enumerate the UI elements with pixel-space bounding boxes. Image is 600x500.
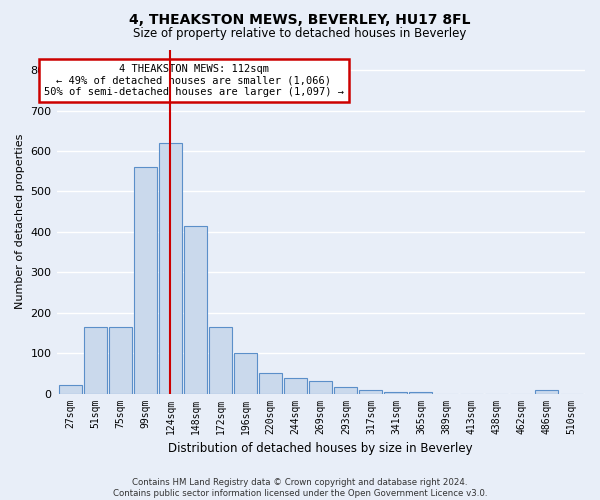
Bar [209, 327, 232, 394]
Bar [109, 327, 132, 394]
Bar [385, 392, 407, 394]
Bar [359, 390, 382, 394]
Bar [134, 167, 157, 394]
Bar [84, 327, 107, 394]
Bar [334, 388, 358, 394]
Bar [259, 374, 282, 394]
Bar [309, 382, 332, 394]
X-axis label: Distribution of detached houses by size in Beverley: Distribution of detached houses by size … [169, 442, 473, 455]
Bar [284, 378, 307, 394]
Text: Contains HM Land Registry data © Crown copyright and database right 2024.
Contai: Contains HM Land Registry data © Crown c… [113, 478, 487, 498]
Bar [59, 386, 82, 394]
Text: 4 THEAKSTON MEWS: 112sqm
← 49% of detached houses are smaller (1,066)
50% of sem: 4 THEAKSTON MEWS: 112sqm ← 49% of detach… [44, 64, 344, 97]
Y-axis label: Number of detached properties: Number of detached properties [15, 134, 25, 310]
Bar [409, 392, 433, 394]
Text: Size of property relative to detached houses in Beverley: Size of property relative to detached ho… [133, 28, 467, 40]
Bar [159, 143, 182, 394]
Bar [234, 353, 257, 394]
Bar [535, 390, 558, 394]
Text: 4, THEAKSTON MEWS, BEVERLEY, HU17 8FL: 4, THEAKSTON MEWS, BEVERLEY, HU17 8FL [129, 12, 471, 26]
Bar [184, 226, 207, 394]
